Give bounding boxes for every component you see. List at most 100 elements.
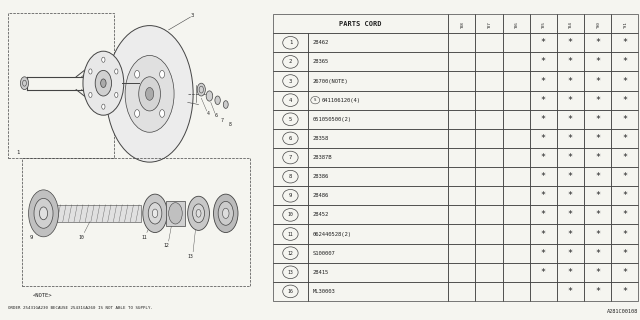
Bar (308, 129, 448, 148)
Bar (476, 244, 502, 263)
Bar (502, 71, 530, 91)
Text: A281C00108: A281C00108 (607, 308, 638, 314)
Circle shape (283, 266, 298, 279)
Bar (530, 167, 557, 186)
Bar (476, 282, 502, 301)
Bar (530, 91, 557, 110)
Bar (530, 52, 557, 71)
Bar (611, 244, 638, 263)
Bar (448, 205, 476, 224)
Bar (476, 224, 502, 244)
Text: 4: 4 (207, 111, 209, 116)
Bar (530, 110, 557, 129)
Circle shape (206, 91, 212, 101)
Text: 28415: 28415 (312, 270, 328, 275)
Bar (584, 148, 611, 167)
Text: 6: 6 (215, 113, 218, 118)
Text: *: * (541, 96, 546, 105)
Text: 10: 10 (287, 212, 293, 217)
Bar (273, 33, 308, 52)
Bar (502, 282, 530, 301)
Bar (476, 263, 502, 282)
Text: *: * (595, 57, 600, 66)
Bar (476, 91, 502, 110)
Circle shape (125, 55, 174, 132)
Text: *: * (595, 191, 600, 200)
Bar (273, 71, 308, 91)
Text: *: * (622, 57, 627, 66)
Text: '91: '91 (623, 20, 627, 28)
Text: 28387B: 28387B (312, 155, 332, 160)
Text: *: * (541, 115, 546, 124)
Bar (557, 91, 584, 110)
Bar (584, 33, 611, 52)
Circle shape (283, 94, 298, 107)
Text: 11: 11 (141, 235, 147, 240)
Bar (557, 224, 584, 244)
Text: 3: 3 (191, 13, 194, 18)
Text: 3: 3 (289, 78, 292, 84)
Circle shape (106, 26, 193, 162)
Text: ML30003: ML30003 (312, 289, 335, 294)
Bar (476, 71, 502, 91)
Text: *: * (568, 287, 573, 296)
Bar (611, 52, 638, 71)
Bar (448, 33, 476, 52)
Circle shape (159, 70, 164, 78)
Bar (273, 186, 308, 205)
Circle shape (283, 75, 298, 87)
Bar (448, 244, 476, 263)
Bar (557, 244, 584, 263)
Bar (476, 205, 502, 224)
Circle shape (145, 87, 154, 100)
Bar (611, 148, 638, 167)
Bar (308, 33, 448, 52)
Bar (584, 167, 611, 186)
Bar (502, 224, 530, 244)
Bar (308, 205, 448, 224)
Bar (308, 52, 448, 71)
Text: 13: 13 (188, 254, 193, 259)
Text: PARTS CORD: PARTS CORD (339, 21, 382, 27)
Text: *: * (595, 153, 600, 162)
Bar (611, 33, 638, 52)
Circle shape (40, 207, 47, 220)
Circle shape (283, 36, 298, 49)
Circle shape (283, 151, 298, 164)
Bar (530, 224, 557, 244)
Text: *: * (595, 96, 600, 105)
Bar (611, 71, 638, 91)
Bar (557, 186, 584, 205)
Bar (530, 205, 557, 224)
Circle shape (139, 77, 161, 111)
Bar (557, 14, 584, 33)
Bar (448, 52, 476, 71)
Bar (584, 91, 611, 110)
Text: 041106120(4): 041106120(4) (321, 98, 360, 103)
Text: 28358: 28358 (312, 136, 328, 141)
Bar (611, 205, 638, 224)
Bar (611, 224, 638, 244)
Bar (502, 244, 530, 263)
Text: *: * (568, 229, 573, 238)
Bar (308, 263, 448, 282)
Bar (308, 244, 448, 263)
Bar (476, 129, 502, 148)
Text: *: * (595, 229, 600, 238)
Text: *: * (541, 229, 546, 238)
Bar (530, 148, 557, 167)
Bar (448, 91, 476, 110)
Bar (476, 110, 502, 129)
Bar (273, 129, 308, 148)
Text: 10: 10 (79, 235, 84, 240)
Bar (557, 110, 584, 129)
Bar (476, 14, 502, 33)
Text: *: * (568, 134, 573, 143)
Circle shape (152, 209, 158, 218)
Bar (448, 224, 476, 244)
Text: *: * (595, 287, 600, 296)
Bar (308, 224, 448, 244)
Text: *: * (541, 76, 546, 85)
Bar (584, 282, 611, 301)
Bar (557, 167, 584, 186)
